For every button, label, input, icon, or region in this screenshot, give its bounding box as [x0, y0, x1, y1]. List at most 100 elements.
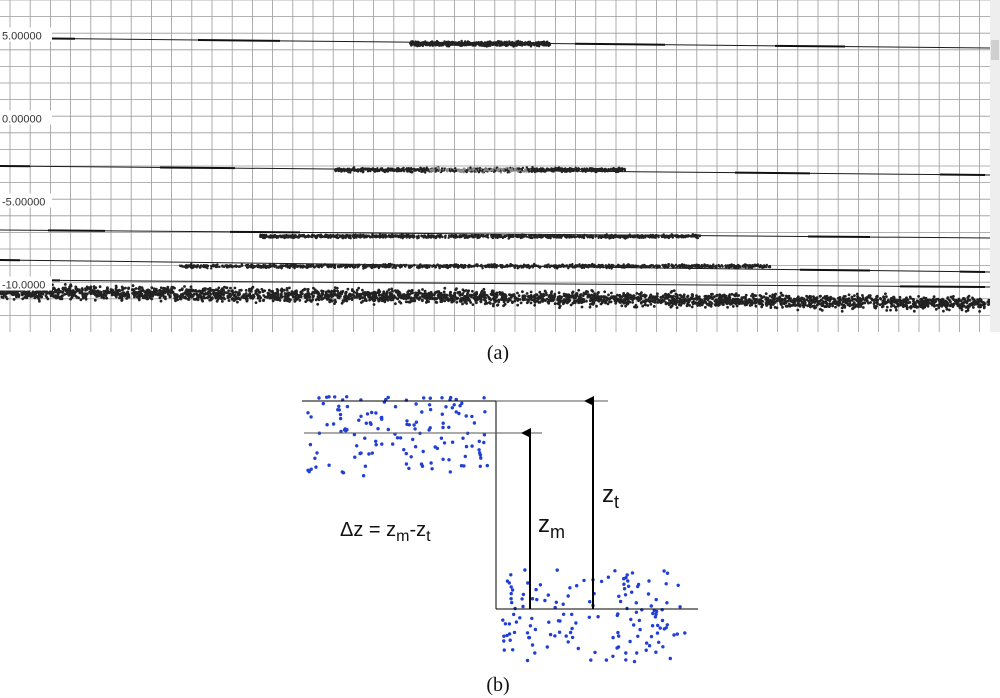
- point: [431, 42, 435, 46]
- point: [553, 235, 556, 238]
- point: [281, 235, 284, 238]
- point: [601, 263, 604, 267]
- point: [402, 166, 405, 170]
- point: [319, 263, 322, 267]
- point: [522, 235, 526, 238]
- point: [593, 170, 596, 173]
- point: [183, 285, 186, 288]
- point: [391, 266, 394, 269]
- point: [371, 235, 375, 238]
- point: [420, 235, 423, 238]
- point: [540, 169, 543, 172]
- point: [354, 264, 357, 267]
- point: [530, 264, 534, 267]
- point: [610, 263, 614, 267]
- point: [221, 300, 224, 303]
- point: [399, 265, 402, 269]
- point-cloud-panel: 5.00000 0.00000 -5.00000 -10.0000: [0, 0, 1000, 332]
- point: [568, 170, 571, 173]
- layer-line-segment: [197, 39, 281, 42]
- point: [446, 169, 449, 172]
- point: [391, 289, 394, 293]
- grid: [0, 0, 990, 332]
- point: [623, 236, 626, 239]
- point: [268, 263, 272, 266]
- point: [449, 263, 453, 267]
- point: [690, 305, 694, 309]
- point: [481, 267, 484, 270]
- point: [336, 168, 340, 171]
- point: [690, 235, 693, 238]
- point: [264, 235, 268, 238]
- point: [469, 166, 472, 169]
- point: [191, 266, 195, 269]
- point: [362, 267, 365, 270]
- point: [412, 234, 415, 238]
- point: [384, 234, 387, 237]
- point: [536, 264, 540, 267]
- point: [430, 40, 434, 43]
- point: [229, 286, 232, 290]
- point: [424, 265, 427, 268]
- point: [465, 234, 468, 237]
- point: [534, 235, 537, 239]
- point: [384, 170, 387, 173]
- point: [473, 42, 476, 45]
- point: [529, 41, 532, 44]
- point: [198, 266, 202, 269]
- point: [524, 168, 527, 171]
- point: [454, 167, 457, 170]
- point: [473, 264, 476, 268]
- point: [332, 235, 336, 238]
- point: [384, 265, 388, 268]
- point: [326, 264, 329, 267]
- point: [597, 263, 600, 267]
- point: [448, 43, 451, 46]
- point: [539, 235, 543, 239]
- point: [466, 169, 469, 172]
- point: [556, 169, 559, 172]
- point: [738, 265, 741, 268]
- point: [269, 234, 272, 237]
- point: [380, 168, 383, 171]
- point: [685, 235, 688, 238]
- point: [253, 265, 256, 268]
- point: [550, 167, 553, 170]
- point: [471, 289, 474, 293]
- point: [524, 43, 527, 46]
- point: [462, 42, 465, 45]
- point: [617, 234, 621, 237]
- point: [451, 169, 454, 172]
- point: [251, 263, 254, 267]
- point: [454, 169, 458, 173]
- point: [605, 233, 608, 236]
- point: [93, 289, 96, 293]
- point: [504, 169, 507, 172]
- point: [296, 264, 300, 268]
- point: [567, 265, 570, 269]
- point: [466, 43, 469, 46]
- point: [382, 263, 385, 266]
- point: [655, 234, 658, 238]
- point: [543, 169, 546, 172]
- point: [426, 236, 430, 239]
- point: [678, 264, 681, 267]
- point: [369, 169, 372, 173]
- point: [525, 235, 529, 238]
- point: [681, 235, 684, 239]
- layer-line-segment: [899, 285, 986, 288]
- point: [361, 167, 364, 170]
- point: [436, 43, 439, 47]
- point: [545, 41, 548, 44]
- point: [607, 263, 611, 266]
- point: [448, 40, 451, 44]
- point: [181, 265, 184, 268]
- point: [661, 263, 664, 267]
- point: [664, 265, 668, 268]
- point: [209, 267, 213, 270]
- point: [527, 42, 530, 46]
- point: [457, 169, 460, 172]
- point: [488, 42, 491, 45]
- point: [509, 42, 512, 45]
- point: [315, 235, 318, 238]
